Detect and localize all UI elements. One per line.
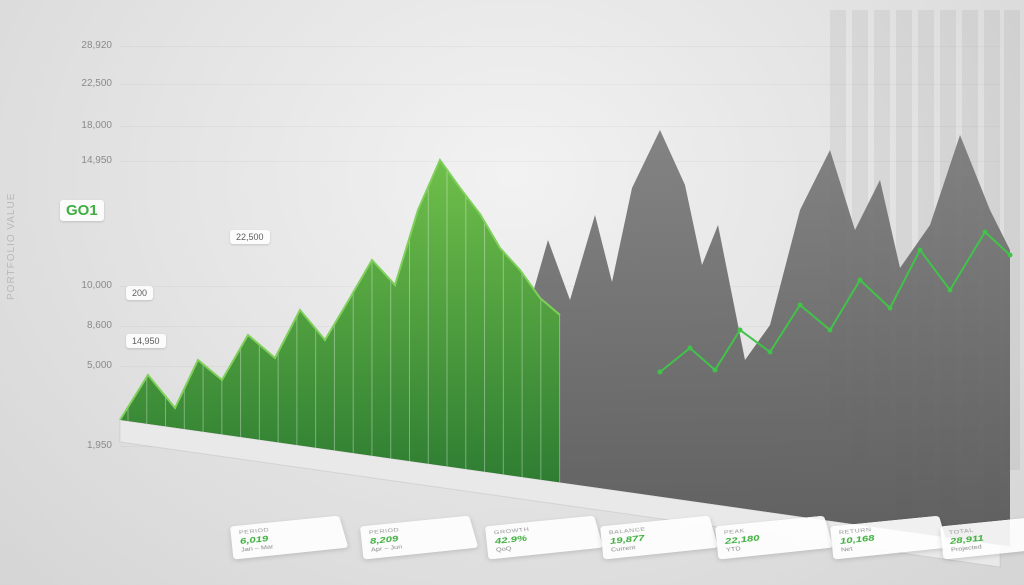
spark-marker xyxy=(1008,253,1013,258)
spark-marker xyxy=(888,306,893,311)
area-chart xyxy=(0,0,1024,585)
spark-marker xyxy=(738,328,743,333)
spark-marker xyxy=(828,328,833,333)
spark-marker xyxy=(768,350,773,355)
spark-marker xyxy=(798,303,803,308)
spark-marker xyxy=(658,370,663,375)
spark-marker xyxy=(948,288,953,293)
spark-marker xyxy=(688,346,693,351)
spark-marker xyxy=(713,368,718,373)
spark-marker xyxy=(858,278,863,283)
chart-stage: PORTFOLIO VALUE 28,92022,50018,00014,950… xyxy=(0,0,1024,585)
spark-marker xyxy=(918,248,923,253)
spark-marker xyxy=(983,230,988,235)
